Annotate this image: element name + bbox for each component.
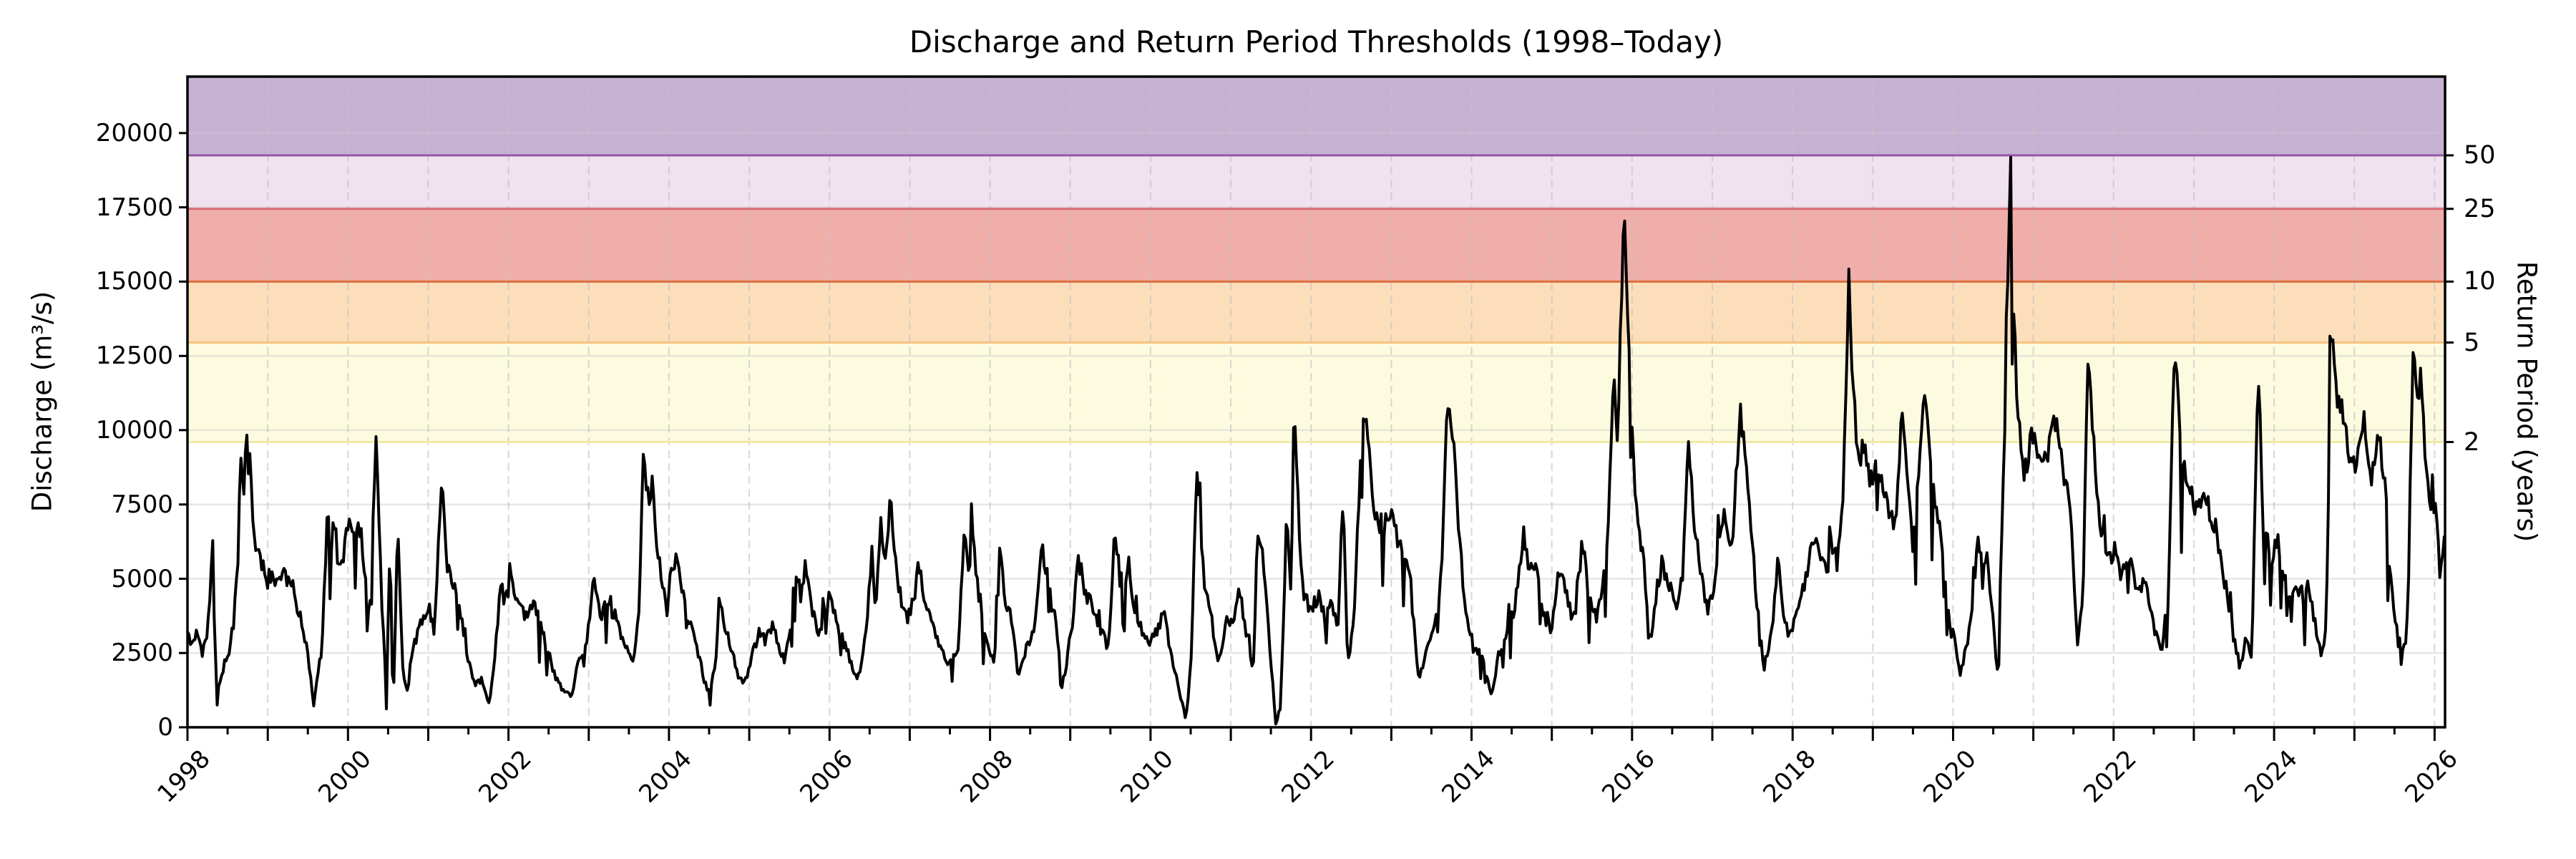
axis-tick-marks (179, 132, 2454, 741)
plot-border (186, 75, 2446, 729)
y-axis-label-right: Return Period (years) (2511, 261, 2542, 543)
y-tick-label-right: 5 (2464, 328, 2480, 357)
discharge-series-line (186, 155, 2446, 726)
y-tick-label-left: 5000 (111, 564, 173, 593)
return-period-band-50yr (187, 77, 2445, 155)
y-axis-label-left: Discharge (m³/s) (26, 291, 58, 513)
return-period-band-10yr (187, 208, 2445, 282)
y-tick-label-right: 2 (2464, 427, 2480, 457)
return-period-band-25yr (187, 155, 2445, 209)
y-tick-label-left: 2500 (111, 639, 173, 668)
y-tick-label-left: 20000 (95, 118, 173, 147)
y-tick-label-right: 25 (2464, 194, 2496, 223)
y-tick-label-left: 0 (157, 713, 173, 742)
y-tick-label-left: 10000 (95, 415, 173, 445)
chart-title: Discharge and Return Period Thresholds (… (909, 24, 1724, 59)
return-period-band-5yr (187, 281, 2445, 343)
y-tick-label-left: 15000 (95, 267, 173, 296)
return-period-band-2yr (187, 342, 2445, 442)
y-tick-label-right: 50 (2464, 141, 2496, 170)
y-tick-label-left: 17500 (95, 193, 173, 222)
y-tick-label-left: 7500 (111, 490, 173, 519)
y-tick-label-left: 12500 (95, 341, 173, 371)
y-tick-label-right: 10 (2464, 267, 2496, 296)
